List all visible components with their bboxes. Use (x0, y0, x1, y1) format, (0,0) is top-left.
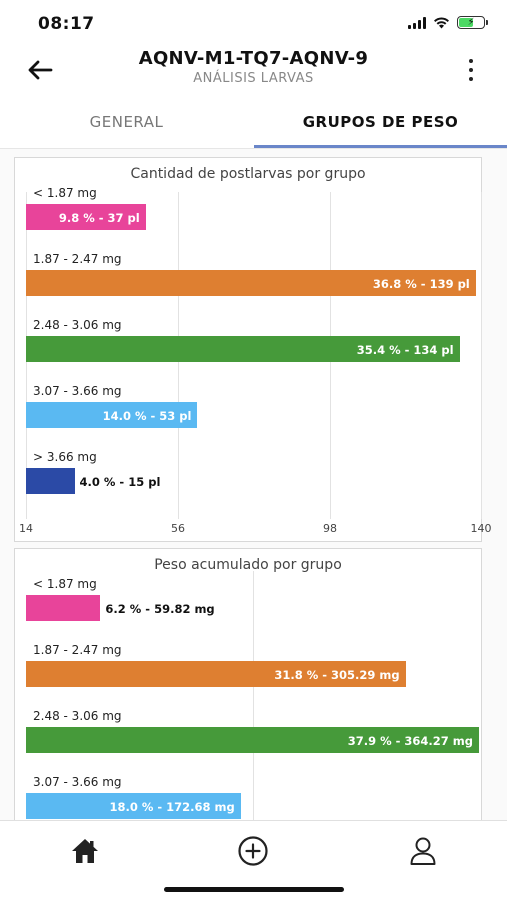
chart-bar[interactable] (26, 793, 241, 819)
bar-value-label: 9.8 % - 37 pl (58, 211, 140, 225)
page-subtitle: ANÁLISIS LARVAS (193, 71, 314, 86)
group-label: 3.07 - 3.66 mg (33, 384, 122, 398)
tab-grupos-de-peso[interactable]: GRUPOS DE PESO (254, 98, 507, 148)
home-icon (72, 839, 98, 863)
user-icon (410, 837, 436, 865)
x-tick-label: 140 (470, 522, 492, 535)
chart-gridline (253, 571, 254, 820)
bar-value-label: 14.0 % - 53 pl (102, 409, 192, 423)
page-title: AQNV-M1-TQ7-AQNV-9 (138, 48, 369, 69)
bar-value-label: 4.0 % - 15 pl (79, 475, 161, 489)
chart-card-peso: Peso acumulado por grupo < 1.87 mg 6.2 % … (14, 548, 482, 820)
group-label: 1.87 - 2.47 mg (33, 252, 122, 266)
chart-bar[interactable] (26, 270, 476, 296)
bottom-nav (0, 820, 507, 901)
bar-value-label: 31.8 % - 305.29 mg (274, 668, 400, 682)
wifi-icon (434, 17, 449, 29)
bar-value-label: 35.4 % - 134 pl (356, 343, 454, 357)
chart-bar[interactable] (26, 595, 101, 621)
group-label: > 3.66 mg (33, 450, 97, 464)
nav-profile-button[interactable] (401, 829, 445, 873)
content-scroll-area[interactable]: Cantidad de postlarvas por grupo 14 56 98 1… (0, 149, 507, 820)
status-icons: ⚡ (408, 16, 488, 29)
group-label: 1.87 - 2.47 mg (33, 643, 122, 657)
bar-value-label: 36.8 % - 139 pl (372, 277, 470, 291)
bar-value-label: 6.2 % - 59.82 mg (105, 602, 215, 616)
group-label: 3.07 - 3.66 mg (33, 775, 122, 789)
bar-value-label: 37.9 % - 364.27 mg (347, 734, 473, 748)
more-options-button[interactable] (461, 56, 481, 84)
arrow-left-icon (28, 60, 53, 80)
nav-add-button[interactable] (231, 829, 275, 873)
chart-bar[interactable] (26, 661, 406, 687)
status-bar: 08:17 ⚡ (0, 0, 507, 44)
chart-card-cantidad: Cantidad de postlarvas por grupo 14 56 98 1… (14, 157, 492, 542)
chart-bar[interactable] (26, 468, 75, 494)
bar-value-label: 18.0 % - 172.68 mg (109, 800, 235, 814)
chart-bar[interactable] (26, 204, 146, 230)
nav-home-button[interactable] (63, 829, 107, 873)
chart-title: Cantidad de postlarvas por grupo (130, 166, 366, 182)
chart-gridline (481, 192, 482, 519)
chart-bar[interactable] (26, 336, 460, 362)
status-time: 08:17 (38, 14, 95, 34)
cellular-signal-icon (408, 16, 426, 29)
tab-bar: GENERAL GRUPOS DE PESO (0, 98, 507, 149)
back-button[interactable] (22, 52, 58, 88)
group-label: 2.48 - 3.06 mg (33, 709, 122, 723)
add-circle-icon (238, 836, 268, 866)
chart-title: Peso acumulado por grupo (154, 557, 342, 573)
battery-icon: ⚡ (457, 16, 488, 29)
home-indicator (164, 887, 344, 892)
chart-bar[interactable] (26, 402, 198, 428)
x-tick-label: 56 (171, 522, 185, 535)
tab-general[interactable]: GENERAL (89, 113, 164, 131)
group-label: < 1.87 mg (33, 577, 97, 591)
x-tick-label: 14 (19, 522, 33, 535)
group-label: < 1.87 mg (33, 186, 97, 200)
app-header: AQNV-M1-TQ7-AQNV-9 ANÁLISIS LARVAS (0, 44, 507, 98)
group-label: 2.48 - 3.06 mg (33, 318, 122, 332)
chart-bar[interactable] (26, 727, 479, 753)
x-tick-label: 98 (323, 522, 337, 535)
more-vertical-icon (469, 58, 473, 63)
